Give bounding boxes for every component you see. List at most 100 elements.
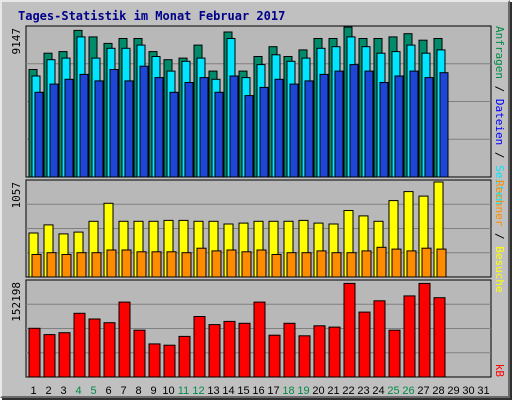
x-tick-label-30: 30 (462, 385, 474, 397)
bar-seiten-day-20 (319, 73, 329, 178)
x-tick-label-2: 2 (45, 385, 51, 397)
bar-rechner-day-17 (271, 254, 282, 278)
legend-part: Rechner (493, 180, 506, 227)
bar-rechner-day-15 (241, 251, 252, 278)
y-max-label: 1057 (10, 182, 23, 209)
bar-rechner-day-8 (136, 251, 147, 278)
y-max-label: 9147 (10, 28, 23, 55)
bar-rechner-day-12 (196, 247, 207, 278)
x-tick-label-4: 4 (75, 385, 81, 397)
bar-seiten-day-7 (124, 80, 134, 178)
bar-seiten-day-1 (34, 91, 44, 178)
bar-rechner-day-1 (31, 254, 42, 278)
legend-bottom: kB (493, 364, 506, 378)
bar-kb-day-27 (418, 282, 431, 378)
bar-rechner-day-4 (76, 252, 87, 278)
x-tick-label-13: 13 (207, 385, 219, 397)
bar-seiten-day-6 (109, 69, 119, 178)
bar-kb-day-1 (28, 327, 41, 378)
bar-rechner-day-18 (286, 252, 297, 278)
bar-rechner-day-6 (106, 249, 117, 278)
bar-rechner-day-14 (226, 249, 237, 278)
legend-part: Seiten (493, 165, 506, 205)
x-tick-label-18: 18 (282, 385, 294, 397)
x-tick-label-5: 5 (90, 385, 96, 397)
bar-seiten-day-27 (424, 77, 434, 178)
bar-kb-day-16 (253, 301, 266, 378)
x-tick-label-29: 29 (447, 385, 459, 397)
bar-seiten-day-15 (244, 95, 254, 178)
bar-rechner-day-28 (436, 248, 447, 278)
x-tick-label-19: 19 (297, 385, 309, 397)
bar-rechner-day-19 (301, 252, 312, 278)
bar-kb-day-11 (178, 335, 191, 378)
bar-rechner-day-3 (61, 254, 72, 278)
x-tick-label-11: 11 (178, 385, 189, 397)
legend-top: Anfragen / Dateien / Seiten (493, 26, 506, 205)
bar-kb-day-8 (133, 329, 146, 378)
bar-seiten-day-23 (364, 70, 374, 178)
panel-top: 9147 Anfragen / Dateien / Seiten (10, 25, 506, 205)
bar-rechner-day-26 (406, 250, 417, 278)
legend-part: kB (493, 364, 506, 378)
bar-seiten-day-17 (274, 78, 284, 178)
x-tick-label-24: 24 (372, 385, 384, 397)
x-tick-label-16: 16 (252, 385, 264, 397)
bar-seiten-day-25 (394, 75, 404, 178)
bar-kb-day-3 (58, 332, 71, 378)
bar-kb-day-9 (148, 343, 161, 378)
x-tick-label-23: 23 (357, 385, 369, 397)
x-tick-label-21: 21 (327, 385, 339, 397)
bar-rechner-day-21 (331, 252, 342, 278)
bar-seiten-day-24 (379, 82, 389, 178)
bar-seiten-day-9 (154, 77, 164, 178)
bar-rechner-day-20 (316, 250, 327, 278)
bar-kb-day-26 (403, 295, 416, 378)
legend-part: / (493, 226, 506, 246)
bar-kb-day-6 (103, 322, 116, 378)
bar-seiten-day-13 (214, 91, 224, 178)
bar-rechner-day-10 (166, 251, 177, 278)
bar-kb-day-21 (328, 326, 341, 378)
bar-seiten-day-8 (139, 65, 149, 178)
bar-kb-day-14 (223, 320, 236, 378)
x-tick-label-20: 20 (312, 385, 324, 397)
x-tick-label-3: 3 (60, 385, 66, 397)
x-tick-label-17: 17 (267, 385, 279, 397)
bar-seiten-day-10 (169, 91, 179, 178)
bar-kb-day-24 (373, 300, 386, 378)
bar-rechner-day-5 (91, 252, 102, 278)
bar-kb-day-25 (388, 329, 401, 378)
bar-kb-day-28 (433, 297, 446, 378)
bar-kb-day-5 (88, 318, 101, 378)
bar-kb-day-12 (193, 316, 206, 378)
bar-seiten-day-2 (49, 83, 59, 178)
y-max-label: 152198 (10, 282, 23, 322)
bar-seiten-day-3 (64, 78, 74, 178)
bar-rechner-day-22 (346, 252, 357, 278)
bar-kb-day-20 (313, 325, 326, 378)
chart-title: Tages-Statistik im Monat Februar 2017 (18, 9, 286, 23)
bar-kb-day-7 (118, 301, 131, 378)
x-tick-label-31: 31 (477, 385, 489, 397)
bar-rechner-day-23 (361, 250, 372, 278)
bar-seiten-day-16 (259, 86, 269, 178)
legend-part: / (493, 145, 506, 165)
bar-kb-day-18 (283, 322, 296, 378)
bar-kb-day-22 (343, 282, 356, 378)
legend-part: / (493, 79, 506, 99)
legend-middle: Rechner / Besuche (493, 180, 506, 293)
bar-rechner-day-27 (421, 247, 432, 278)
bar-seiten-day-28 (439, 72, 449, 178)
x-tick-label-8: 8 (135, 385, 141, 397)
bar-kb-day-15 (238, 322, 251, 378)
legend-part: Dateien (493, 99, 506, 145)
bar-rechner-day-24 (376, 246, 387, 278)
bar-kb-day-19 (298, 335, 311, 378)
bar-rechner-day-2 (46, 252, 57, 278)
bar-seiten-day-11 (184, 82, 194, 178)
bar-rechner-day-16 (256, 249, 267, 278)
x-tick-label-10: 10 (162, 385, 174, 397)
x-tick-label-14: 14 (222, 385, 234, 397)
